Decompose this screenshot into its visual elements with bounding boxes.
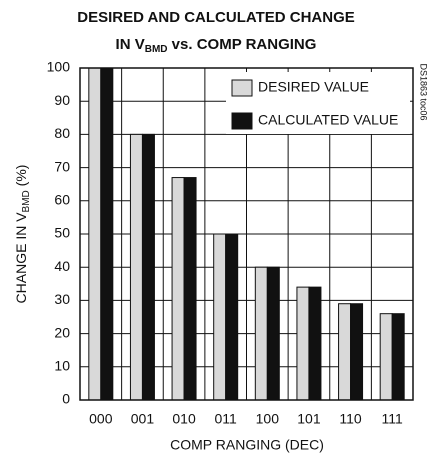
x-tick-label: 111 xyxy=(382,411,403,427)
x-tick-label: 010 xyxy=(172,411,196,427)
bar xyxy=(308,286,322,401)
y-tick-label: 50 xyxy=(54,225,70,241)
ylabel-subscript: BMD xyxy=(21,190,32,212)
legend-label: CALCULATED VALUE xyxy=(258,112,398,128)
bar xyxy=(296,286,310,401)
title-part: IN V xyxy=(116,36,145,53)
y-tick-label: 30 xyxy=(54,291,70,307)
y-tick-label: 100 xyxy=(47,59,71,75)
plot-frame xyxy=(79,67,414,401)
chart-title: IN VBMD vs. COMP RANGING xyxy=(116,36,317,55)
bar xyxy=(225,233,239,401)
x-tick-label: 000 xyxy=(89,411,113,427)
x-tick-label: 110 xyxy=(339,411,362,427)
y-tick-label: 90 xyxy=(54,92,70,108)
bar xyxy=(379,313,393,401)
bar xyxy=(266,266,280,401)
x-axis-title: COMP RANGING (DEC) xyxy=(170,437,324,453)
bar xyxy=(141,133,155,401)
bar xyxy=(129,133,143,401)
title-subscript: BMD xyxy=(145,44,168,55)
legend-swatch xyxy=(231,79,253,97)
y-axis-title: CHANGE IN VBMD (%) xyxy=(13,165,32,304)
bar xyxy=(100,67,114,401)
bar xyxy=(338,303,352,401)
chart-title: DESIRED AND CALCULATED CHANGE xyxy=(77,9,355,26)
watermark: DS1863 toc06 xyxy=(419,63,429,120)
y-tick-label: 60 xyxy=(54,192,70,208)
x-tick-label: 100 xyxy=(256,411,280,427)
bar xyxy=(88,67,102,401)
ylabel-part: CHANGE IN V xyxy=(13,212,29,304)
legend-label: DESIRED VALUE xyxy=(258,79,369,95)
bar xyxy=(254,266,268,401)
ylabel-part: (%) xyxy=(13,165,29,191)
bar xyxy=(391,313,405,401)
y-tick-label: 0 xyxy=(62,391,70,407)
y-tick-label: 10 xyxy=(54,358,70,374)
y-tick-label: 80 xyxy=(54,125,70,141)
bar xyxy=(171,177,185,401)
x-tick-label: 101 xyxy=(297,411,321,427)
legend-box xyxy=(226,72,410,134)
y-tick-label: 70 xyxy=(54,158,70,174)
y-tick-label: 40 xyxy=(54,258,70,274)
title-part: vs. COMP RANGING xyxy=(168,36,317,53)
bar xyxy=(350,303,364,401)
x-tick-label: 001 xyxy=(131,411,155,427)
x-tick-label: 011 xyxy=(215,411,238,427)
legend-swatch xyxy=(231,112,253,130)
y-tick-label: 20 xyxy=(54,324,70,340)
bar xyxy=(183,177,197,401)
bar xyxy=(213,233,227,401)
